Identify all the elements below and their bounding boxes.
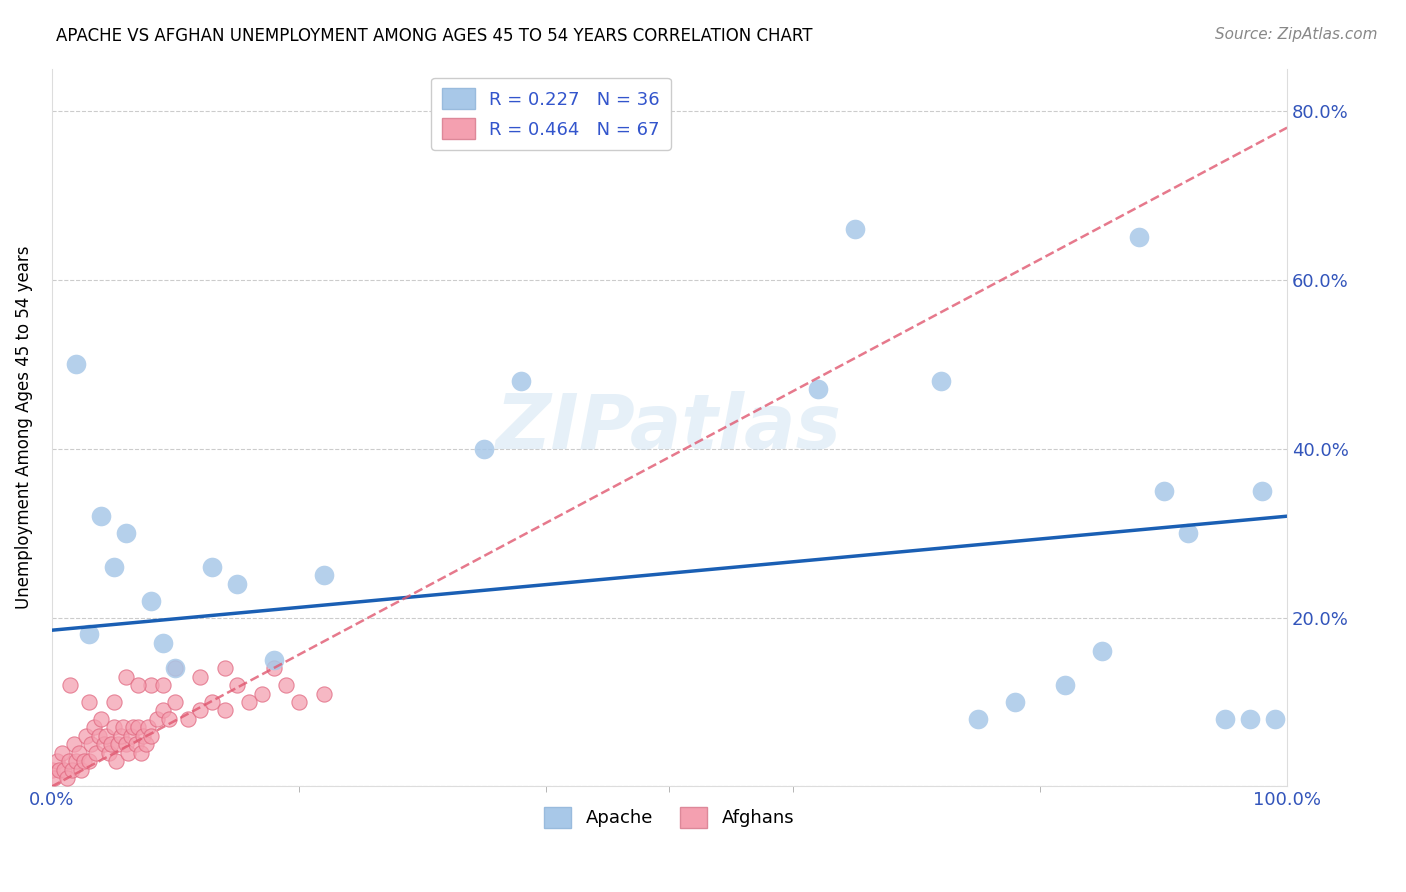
Point	[139, 729, 162, 743]
Point	[115, 737, 138, 751]
Point	[201, 560, 224, 574]
Point	[135, 737, 157, 751]
Point	[1128, 230, 1150, 244]
Point	[77, 627, 100, 641]
Point	[73, 754, 96, 768]
Point	[312, 687, 335, 701]
Point	[1251, 483, 1274, 498]
Text: Source: ZipAtlas.com: Source: ZipAtlas.com	[1215, 27, 1378, 42]
Point	[93, 737, 115, 751]
Point	[929, 374, 952, 388]
Point	[77, 754, 100, 768]
Point	[165, 661, 187, 675]
Point	[129, 746, 152, 760]
Point	[188, 703, 211, 717]
Point	[103, 695, 125, 709]
Point	[1091, 644, 1114, 658]
Point	[214, 703, 236, 717]
Point	[1177, 526, 1199, 541]
Point	[844, 222, 866, 236]
Point	[152, 678, 174, 692]
Point	[276, 678, 298, 692]
Point	[288, 695, 311, 709]
Text: ZIPatlas: ZIPatlas	[496, 391, 842, 465]
Point	[127, 720, 149, 734]
Point	[214, 661, 236, 675]
Point	[63, 737, 86, 751]
Point	[77, 695, 100, 709]
Point	[115, 526, 138, 541]
Point	[75, 729, 97, 743]
Point	[53, 763, 76, 777]
Point	[60, 763, 83, 777]
Point	[152, 636, 174, 650]
Point	[312, 568, 335, 582]
Point	[45, 754, 67, 768]
Point	[152, 703, 174, 717]
Point	[97, 746, 120, 760]
Point	[104, 754, 127, 768]
Y-axis label: Unemployment Among Ages 45 to 54 years: Unemployment Among Ages 45 to 54 years	[15, 246, 32, 609]
Point	[84, 746, 107, 760]
Point	[70, 763, 93, 777]
Point	[1264, 712, 1286, 726]
Point	[51, 746, 73, 760]
Point	[1213, 712, 1236, 726]
Point	[90, 509, 112, 524]
Point	[967, 712, 990, 726]
Point	[107, 737, 129, 751]
Point	[472, 442, 495, 456]
Point	[176, 712, 198, 726]
Point	[125, 737, 148, 751]
Point	[122, 720, 145, 734]
Point	[1153, 483, 1175, 498]
Text: APACHE VS AFGHAN UNEMPLOYMENT AMONG AGES 45 TO 54 YEARS CORRELATION CHART: APACHE VS AFGHAN UNEMPLOYMENT AMONG AGES…	[56, 27, 813, 45]
Point	[103, 560, 125, 574]
Point	[65, 754, 87, 768]
Point	[510, 374, 533, 388]
Point	[1004, 695, 1026, 709]
Point	[55, 771, 77, 785]
Point	[100, 737, 122, 751]
Point	[115, 670, 138, 684]
Point	[263, 653, 285, 667]
Point	[120, 729, 142, 743]
Point	[87, 729, 110, 743]
Point	[90, 712, 112, 726]
Point	[117, 746, 139, 760]
Point	[238, 695, 260, 709]
Point	[67, 746, 90, 760]
Point	[136, 720, 159, 734]
Point	[145, 712, 167, 726]
Point	[165, 661, 187, 675]
Point	[110, 729, 132, 743]
Point	[41, 763, 63, 777]
Point	[65, 357, 87, 371]
Point	[157, 712, 180, 726]
Point	[263, 661, 285, 675]
Point	[1053, 678, 1076, 692]
Point	[132, 729, 155, 743]
Legend: Apache, Afghans: Apache, Afghans	[537, 799, 801, 835]
Point	[94, 729, 117, 743]
Point	[139, 678, 162, 692]
Point	[58, 754, 80, 768]
Point	[807, 383, 830, 397]
Point	[226, 576, 249, 591]
Point	[165, 695, 187, 709]
Point	[112, 720, 135, 734]
Point	[201, 695, 224, 709]
Point	[139, 593, 162, 607]
Point	[188, 670, 211, 684]
Point	[103, 720, 125, 734]
Point	[226, 678, 249, 692]
Point	[250, 687, 273, 701]
Point	[44, 771, 66, 785]
Point	[59, 678, 82, 692]
Point	[127, 678, 149, 692]
Point	[80, 737, 103, 751]
Point	[48, 763, 70, 777]
Point	[83, 720, 105, 734]
Point	[1239, 712, 1261, 726]
